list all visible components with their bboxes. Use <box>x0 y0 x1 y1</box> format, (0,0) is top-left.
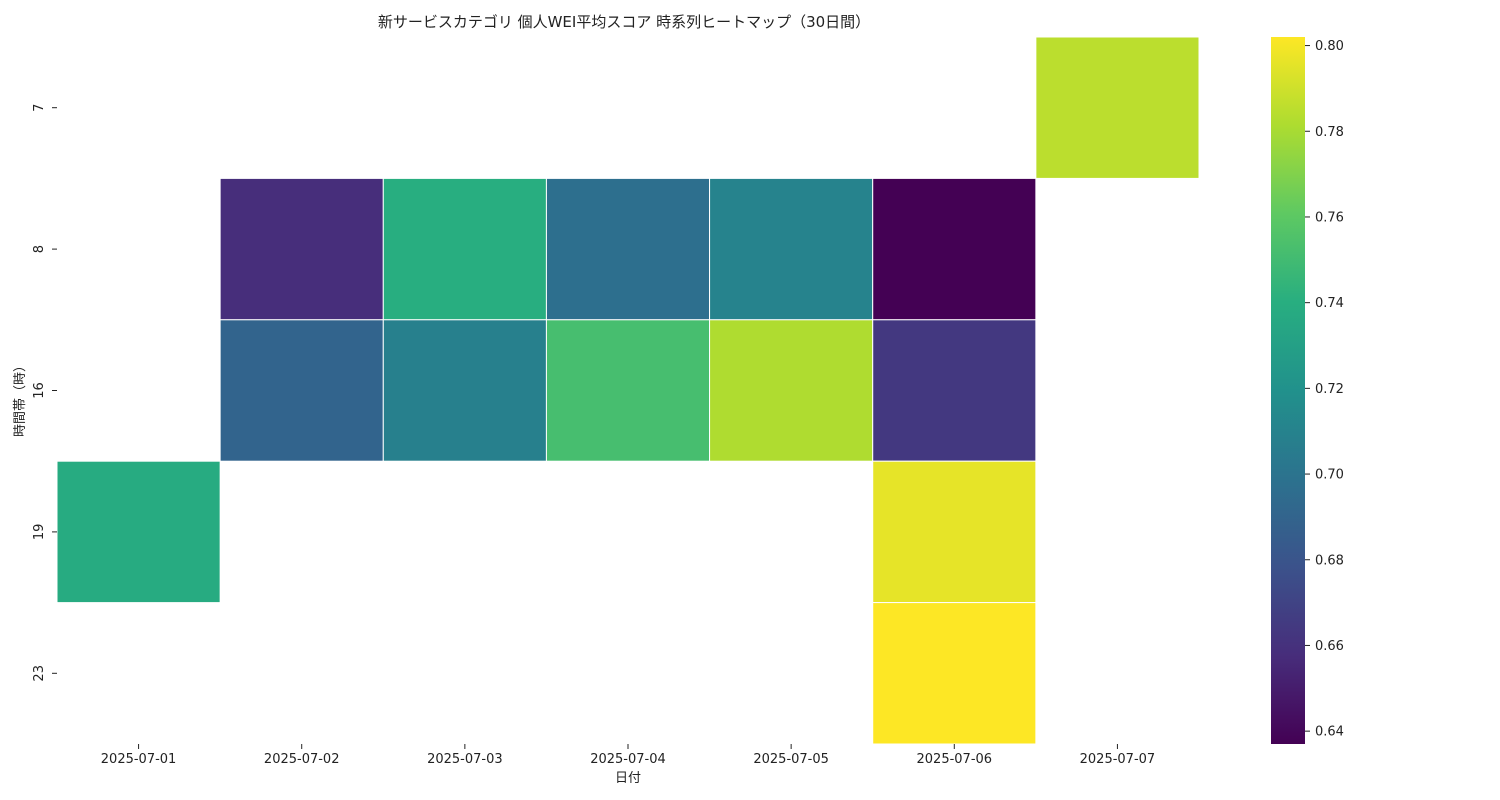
x-axis-ticks: 2025-07-01 2025-07-02 2025-07-03 2025-07-04… <box>101 744 1155 767</box>
y-tick-label: 19 <box>32 524 47 541</box>
y-axis-ticks: 7 8 16 19 23 <box>32 104 57 682</box>
x-tick-label: 2025-07-04 <box>590 752 666 767</box>
colorbar-tick-label: 0.64 <box>1315 725 1344 740</box>
colorbar-tick-label: 0.78 <box>1315 125 1344 140</box>
colorbar-tick-label: 0.80 <box>1315 39 1344 54</box>
heatmap-cell <box>382 319 547 462</box>
colorbar-ticks: 0.64 0.66 0.68 0.70 0.72 0.74 0.76 0.78 0.80 <box>1305 39 1344 740</box>
heatmap-cells <box>56 36 1200 745</box>
x-tick-label: 2025-07-02 <box>264 752 340 767</box>
x-tick-label: 2025-07-06 <box>917 752 993 767</box>
heatmap-cell <box>1035 36 1200 179</box>
heatmap-cell <box>872 602 1037 745</box>
x-tick-label: 2025-07-05 <box>753 752 829 767</box>
heatmap-cell <box>709 177 874 321</box>
colorbar-tick-label: 0.68 <box>1315 553 1344 568</box>
y-tick-label: 8 <box>32 245 47 253</box>
x-tick-label: 2025-07-03 <box>427 752 503 767</box>
y-tick-label: 23 <box>32 665 47 682</box>
heatmap-cell <box>382 177 547 321</box>
heatmap-cell <box>219 177 384 321</box>
heatmap-cell <box>709 319 874 462</box>
colorbar-tick-label: 0.66 <box>1315 639 1344 654</box>
x-axis-label: 日付 <box>615 771 641 786</box>
colorbar-tick-label: 0.76 <box>1315 210 1344 225</box>
heatmap-cell <box>56 460 221 604</box>
y-tick-label: 16 <box>32 382 47 399</box>
colorbar-tick-label: 0.72 <box>1315 382 1344 397</box>
heatmap-cell <box>219 319 384 462</box>
heatmap-cell <box>872 319 1037 462</box>
colorbar-tick-label: 0.74 <box>1315 296 1344 311</box>
heatmap-cell <box>872 177 1037 321</box>
heatmap-cell <box>545 319 711 462</box>
y-tick-label: 7 <box>32 104 47 112</box>
y-axis-label: 時間帯（時） <box>13 359 28 437</box>
heatmap-cell <box>872 460 1037 604</box>
colorbar-tick-label: 0.70 <box>1315 468 1344 483</box>
heatmap-cell <box>545 177 711 321</box>
x-tick-label: 2025-07-01 <box>101 752 177 767</box>
colorbar <box>1271 37 1305 744</box>
x-tick-label: 2025-07-07 <box>1080 752 1156 767</box>
chart-title: 新サービスカテゴリ 個人WEI平均スコア 時系列ヒートマップ（30日間） <box>378 13 870 31</box>
